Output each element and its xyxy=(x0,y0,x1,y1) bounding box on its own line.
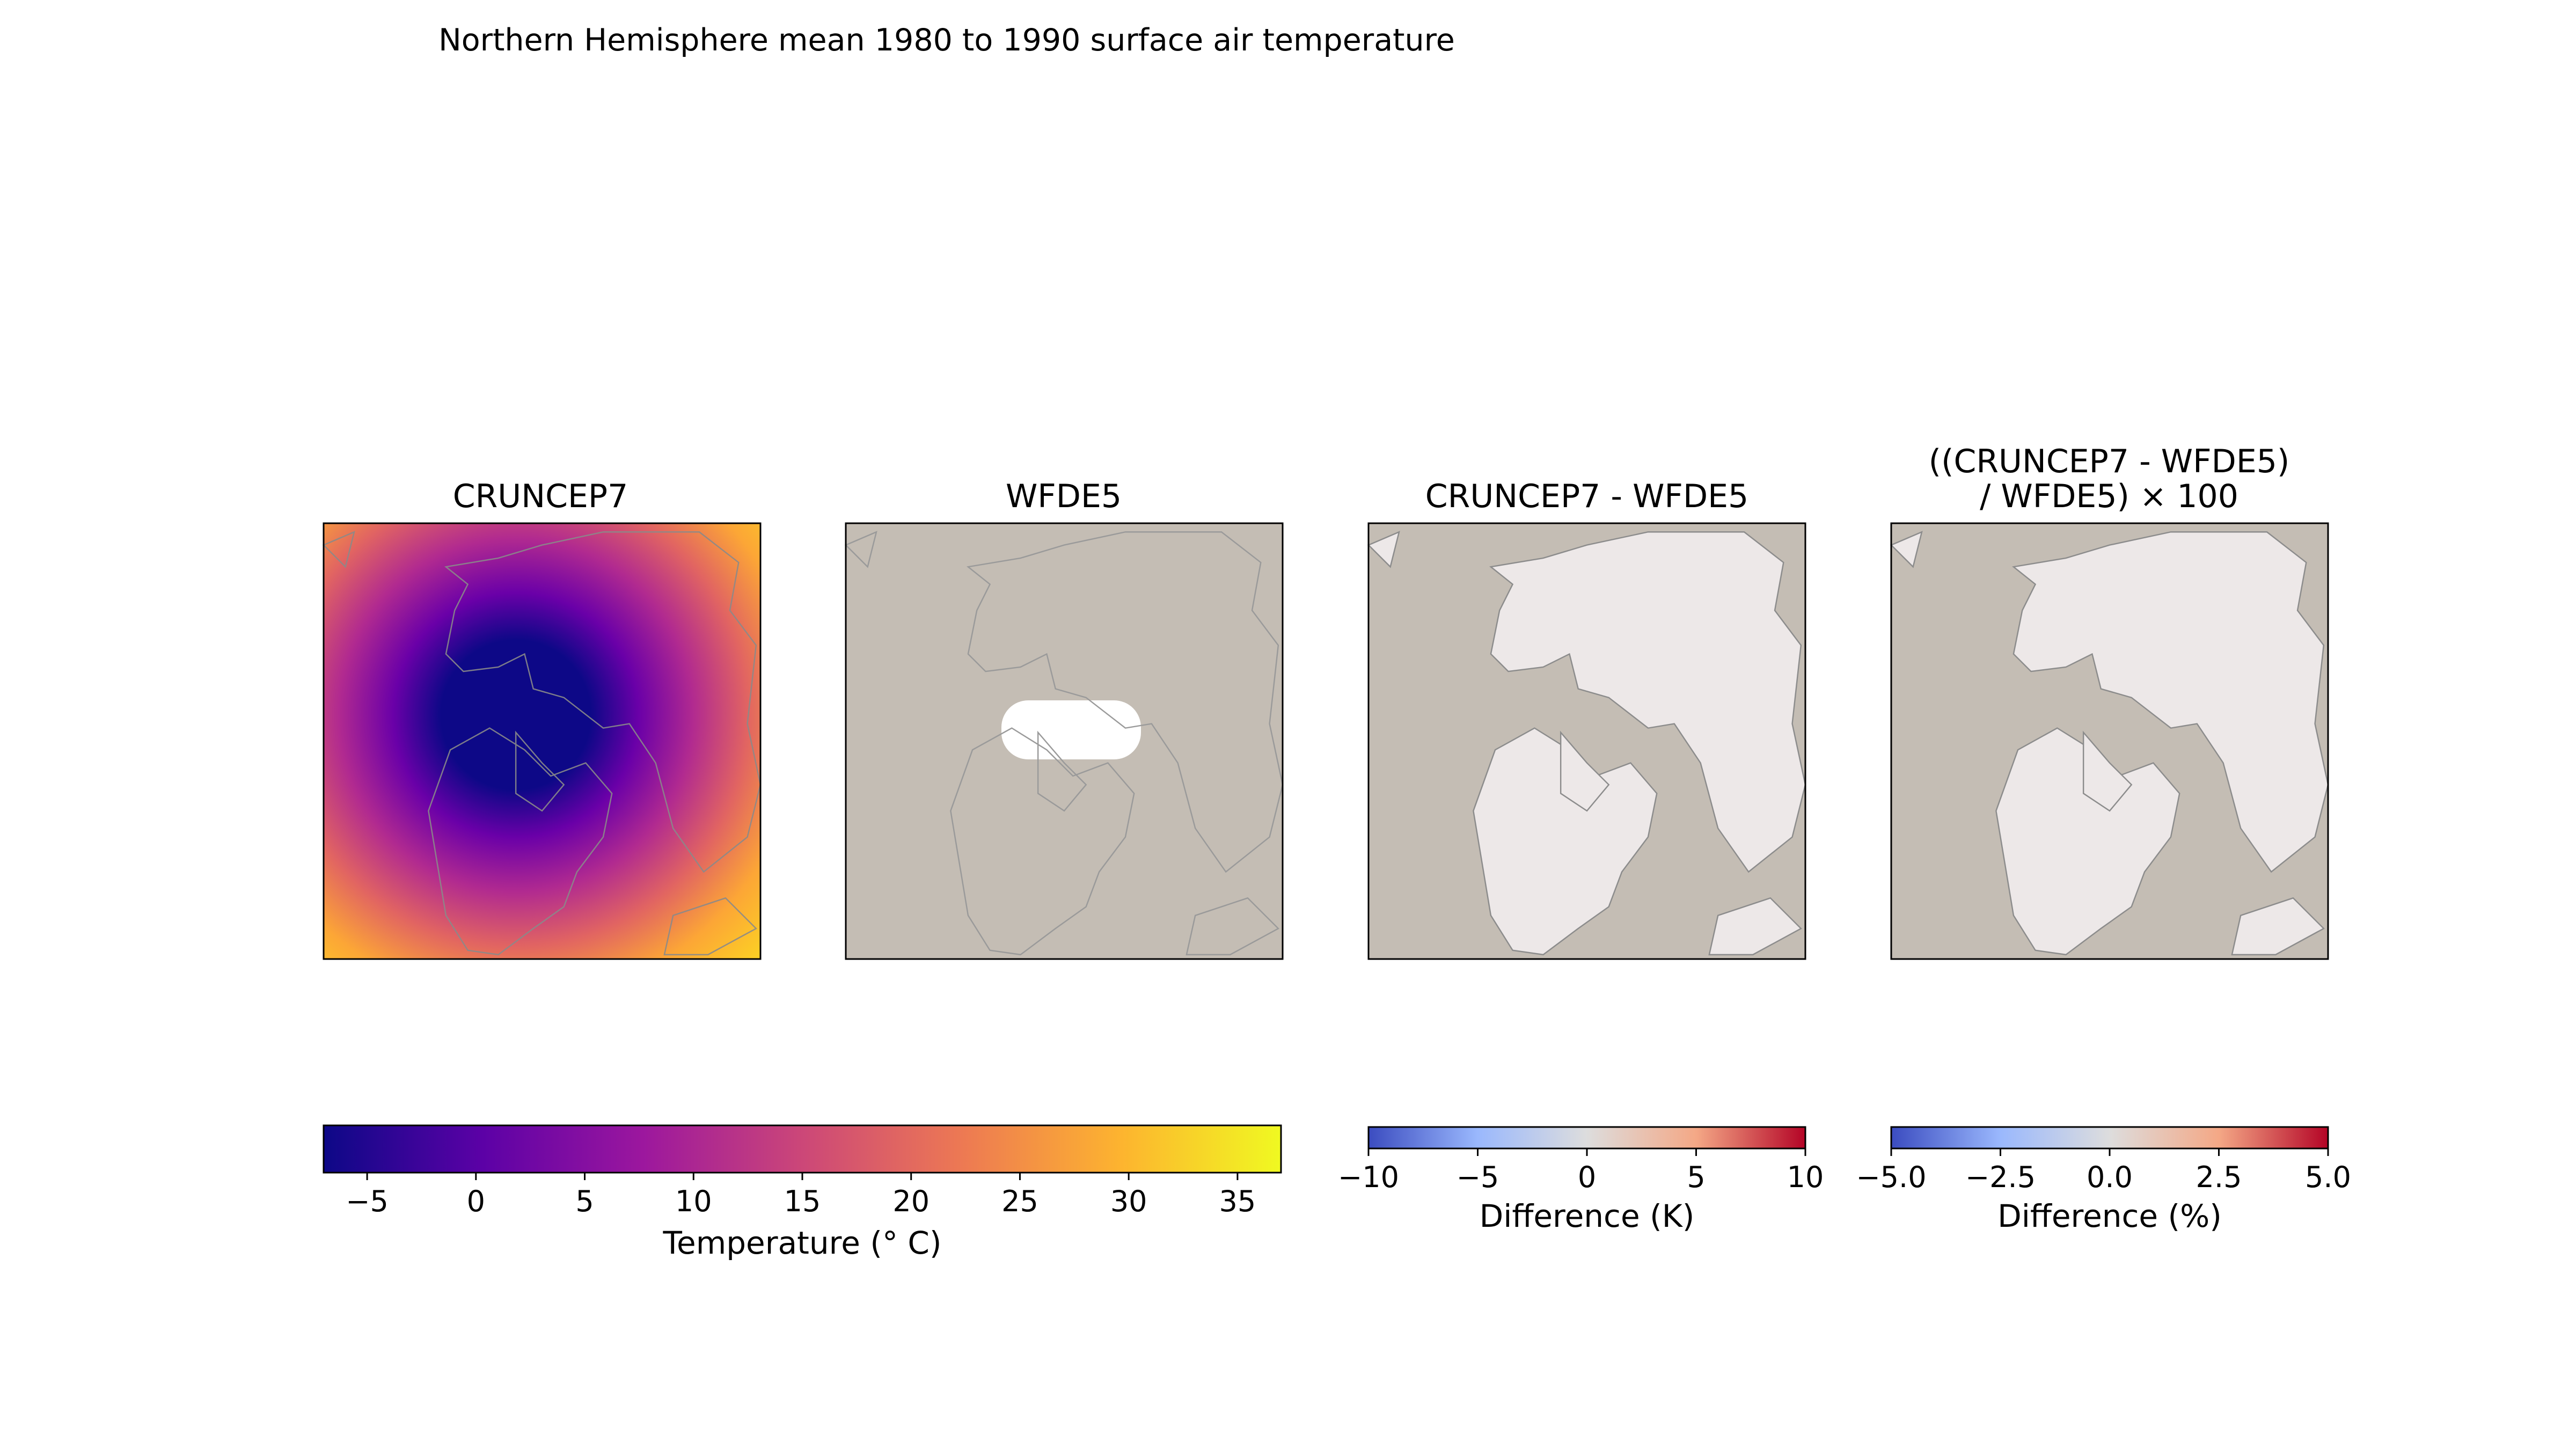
colorbar-tick-label: 25 xyxy=(1001,1184,1038,1218)
temperature-field xyxy=(324,523,760,959)
colorbar-tick-label: 5 xyxy=(1687,1160,1705,1194)
map-frame xyxy=(1890,522,2329,960)
colorbar-tick-label: 15 xyxy=(784,1184,821,1218)
panel-difference-pct: ((CRUNCEP7 - WFDE5) / WFDE5) × 100 xyxy=(1891,443,2328,959)
colorbar-label: Temperature (° C) xyxy=(662,1225,941,1261)
colorbar-temperature: −5 0 5 10 15 20 25 30 35 Temperature (° C) xyxy=(323,1124,1282,1261)
map-frame xyxy=(845,522,1284,960)
greenland-gap xyxy=(1001,700,1141,759)
colorbar-tick-label: 5.0 xyxy=(2305,1160,2351,1194)
map-frame xyxy=(1367,522,1806,960)
colorbar-tick-label: 35 xyxy=(1219,1184,1256,1218)
colorbar-tick-label: 0.0 xyxy=(2087,1160,2133,1194)
colorbar-difference-pct: −5.0 −2.5 0.0 2.5 5.0 Difference (%) xyxy=(1856,1126,2351,1234)
panel-difference-k: CRUNCEP7 - WFDE5 xyxy=(1368,478,1805,959)
colorbar-tick-label: 2.5 xyxy=(2196,1160,2242,1194)
colorbar-tick-label: −10 xyxy=(1338,1160,1399,1194)
colorbar-tick-label: 30 xyxy=(1110,1184,1147,1218)
panel-title-line-1: ((CRUNCEP7 - WFDE5) xyxy=(1929,443,2290,480)
colorbar-swatch xyxy=(323,1124,1282,1174)
panel-title-line-2: / WFDE5) × 100 xyxy=(1980,478,2238,515)
panel-cruncep7: CRUNCEP7 xyxy=(324,478,760,959)
colorbar-tick-label: 20 xyxy=(892,1184,930,1218)
colorbar-tick-label: 10 xyxy=(675,1184,712,1218)
colorbar-tick-label: −5 xyxy=(1457,1160,1499,1194)
colorbar-tick-label: 10 xyxy=(1787,1160,1824,1194)
colorbar-tick-label: −5.0 xyxy=(1856,1160,1926,1194)
colorbar-swatch xyxy=(1367,1126,1806,1150)
colorbar-tick-label: 0 xyxy=(467,1184,485,1218)
colorbar-label: Difference (%) xyxy=(1997,1198,2222,1234)
colorbar-tick-label: −2.5 xyxy=(1965,1160,2036,1194)
figure-suptitle: Northern Hemisphere mean 1980 to 1990 su… xyxy=(438,23,1455,58)
colorbar-label: Difference (K) xyxy=(1480,1198,1695,1234)
panel-title: CRUNCEP7 xyxy=(453,478,628,515)
colorbar-tick-label: 0 xyxy=(1578,1160,1596,1194)
colorbar-tick-label: 5 xyxy=(575,1184,594,1218)
map-frame xyxy=(323,522,762,960)
colorbar-tick-label: −5 xyxy=(346,1184,389,1218)
colorbar-swatch xyxy=(1890,1126,2329,1150)
panel-wfde5: WFDE5 xyxy=(846,478,1283,959)
panel-title: CRUNCEP7 - WFDE5 xyxy=(1425,478,1748,515)
colorbar-difference-k: −10 −5 0 5 10 Difference (K) xyxy=(1338,1126,1824,1234)
panel-title: WFDE5 xyxy=(1006,478,1122,515)
